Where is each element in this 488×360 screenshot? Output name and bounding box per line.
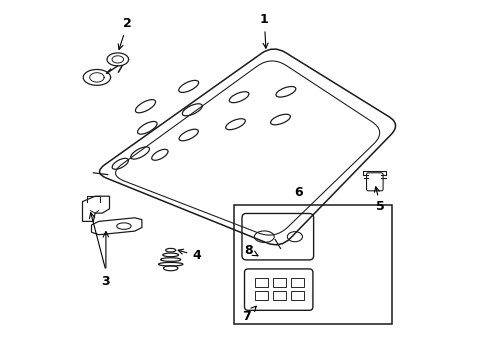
Text: 2: 2 bbox=[118, 17, 132, 49]
Text: 3: 3 bbox=[102, 275, 110, 288]
Text: 7: 7 bbox=[242, 306, 256, 323]
Bar bbox=[290, 291, 304, 300]
Bar bbox=[290, 278, 304, 287]
Text: 6: 6 bbox=[294, 186, 302, 199]
Bar bbox=[272, 278, 285, 287]
Bar bbox=[272, 291, 285, 300]
Text: 8: 8 bbox=[244, 244, 258, 257]
Bar bbox=[254, 291, 268, 300]
Text: 5: 5 bbox=[374, 187, 384, 213]
Text: 1: 1 bbox=[260, 13, 268, 48]
Bar bbox=[254, 278, 268, 287]
Bar bbox=[233, 205, 391, 324]
Text: 4: 4 bbox=[178, 249, 201, 262]
